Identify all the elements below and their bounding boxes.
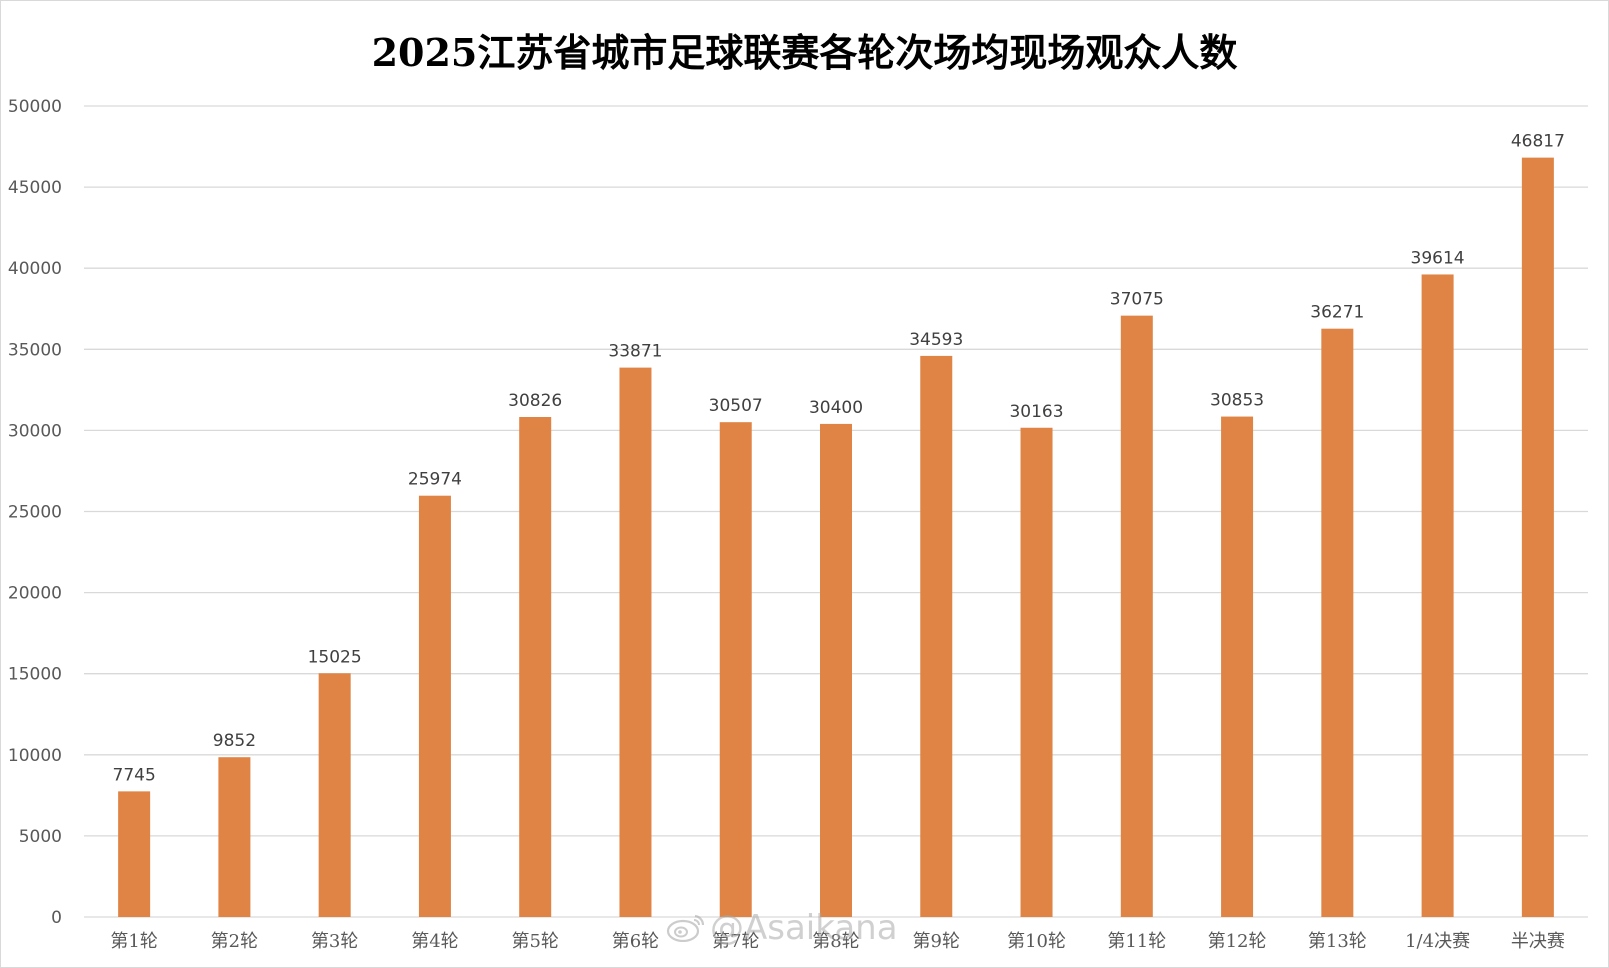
weibo-icon xyxy=(666,911,706,943)
data-label: 7745 xyxy=(113,765,156,785)
bar xyxy=(1421,274,1454,917)
x-tick-label: 第4轮 xyxy=(411,931,458,952)
bar xyxy=(1321,328,1354,917)
x-tick-label: 第6轮 xyxy=(612,931,659,952)
bars xyxy=(118,157,1554,917)
y-tick-label: 5000 xyxy=(19,827,62,847)
bar xyxy=(1120,315,1153,917)
y-tick-label: 45000 xyxy=(8,178,62,198)
y-tick-label: 10000 xyxy=(8,746,62,766)
data-labels: 7745 9852 15025 25974 30826 33871 30507 30400 34… xyxy=(113,132,1565,786)
data-label: 30507 xyxy=(709,396,763,416)
y-tick-label: 40000 xyxy=(8,259,62,279)
data-label: 30400 xyxy=(809,398,863,418)
data-label: 30163 xyxy=(1009,402,1063,422)
bar xyxy=(920,355,953,917)
x-tick-label: 第3轮 xyxy=(311,931,358,952)
x-tick-label: 半决赛 xyxy=(1511,931,1565,952)
bar xyxy=(318,673,351,917)
x-tick-label: 1/4决赛 xyxy=(1405,931,1470,952)
y-tick-label: 30000 xyxy=(8,421,62,441)
y-axis-ticks: 0 5000 10000 15000 20000 25000 30000 35000 40000… xyxy=(8,97,62,928)
data-label: 46817 xyxy=(1511,132,1565,152)
data-label: 39614 xyxy=(1411,248,1465,268)
x-axis-ticks: 第1轮 第2轮 第3轮 第4轮 第5轮 第6轮 第7轮 第8轮 第9轮 第10轮 第11轮 第12轮 第… xyxy=(110,931,1564,952)
chart-title: 2025江苏省城市足球联赛各轮次场均现场观众人数 xyxy=(371,30,1238,75)
x-tick-label: 第1轮 xyxy=(110,931,157,952)
watermark-text: @Asaikana xyxy=(710,908,898,948)
x-tick-label: 第11轮 xyxy=(1107,931,1166,952)
bar xyxy=(719,422,752,917)
data-label: 33871 xyxy=(608,342,662,362)
x-tick-label: 第9轮 xyxy=(913,931,960,952)
data-label: 25974 xyxy=(408,470,462,490)
x-tick-label: 第12轮 xyxy=(1208,931,1267,952)
bar xyxy=(118,791,151,917)
data-label: 34593 xyxy=(909,330,963,350)
data-label: 36271 xyxy=(1310,303,1364,323)
bar xyxy=(1221,416,1254,917)
bar xyxy=(820,423,852,917)
bar xyxy=(418,495,451,917)
y-tick-label: 20000 xyxy=(8,584,62,604)
x-tick-label: 第8轮 xyxy=(812,931,859,952)
data-label: 15025 xyxy=(308,647,362,667)
x-tick-label: 第5轮 xyxy=(511,931,558,952)
y-tick-label: 35000 xyxy=(8,340,62,360)
y-tick-label: 15000 xyxy=(8,665,62,685)
bar xyxy=(619,367,652,917)
x-tick-label: 第10轮 xyxy=(1007,931,1066,952)
x-tick-label: 第2轮 xyxy=(211,931,258,952)
data-label: 30853 xyxy=(1210,391,1264,411)
y-tick-label: 50000 xyxy=(8,97,62,117)
x-tick-label: 第7轮 xyxy=(712,931,759,952)
bar xyxy=(1521,157,1554,917)
watermark: @Asaikana xyxy=(666,908,956,952)
bar xyxy=(1020,427,1053,917)
data-label: 9852 xyxy=(213,731,256,751)
x-tick-label: 第13轮 xyxy=(1308,931,1367,952)
data-label: 30826 xyxy=(508,391,562,411)
bar xyxy=(218,757,251,917)
y-tick-label: 25000 xyxy=(8,503,62,523)
bar xyxy=(519,417,552,917)
data-label: 37075 xyxy=(1110,290,1164,310)
y-tick-label: 0 xyxy=(51,908,62,928)
